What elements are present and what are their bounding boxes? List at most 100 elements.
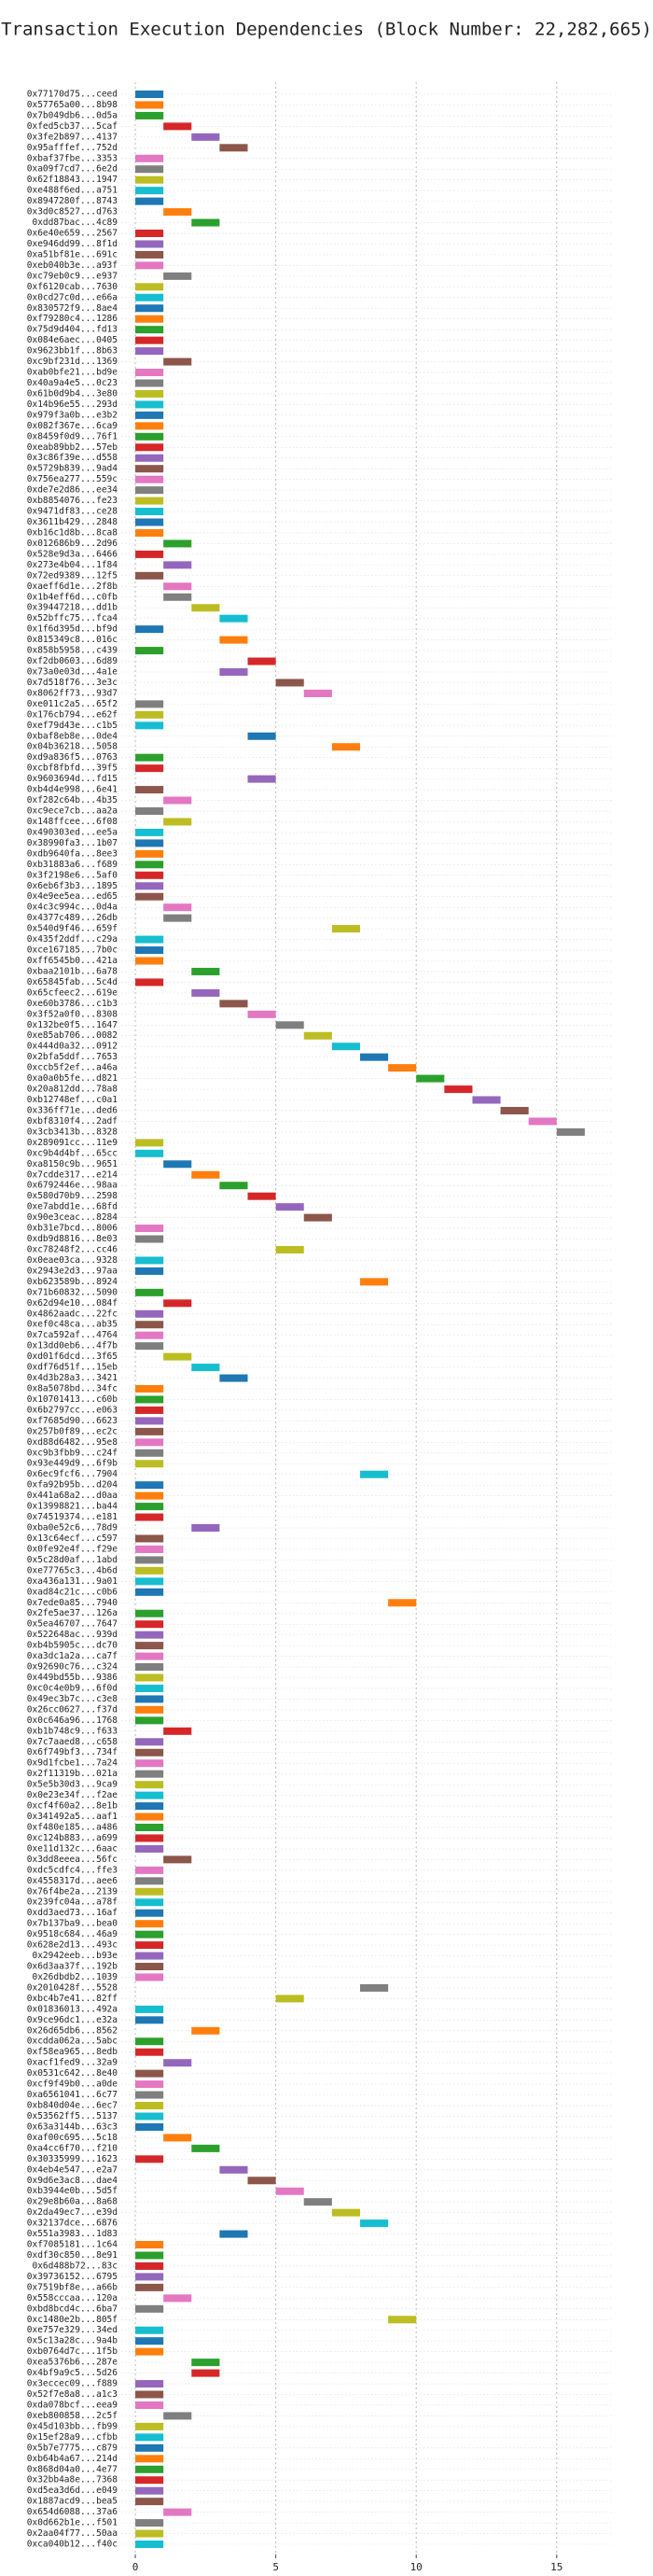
y-tick-label: 0xb64b4a67...214d [27,2454,118,2464]
bar [135,1695,164,1703]
y-tick-label: 0x9623bb1f...8b63 [27,346,118,357]
bar [135,111,164,119]
y-tick-label: 0x449bd55b...9386 [27,1673,118,1683]
y-tick-label: 0xcbf8fbfd...39f5 [27,763,118,774]
bar [135,839,164,847]
bar [500,1106,529,1114]
bar [135,1770,164,1778]
y-tick-label: 0x01836013...492a [27,2004,118,2014]
y-tick-label: 0xbaa2101b...6a78 [27,966,118,976]
y-tick-label: 0x8459f0d9...76f1 [27,431,118,441]
y-tick-label: 0x979f3a0b...e3b2 [27,410,118,420]
y-tick-label: 0x4bf9a9c5...5d26 [27,2368,118,2378]
bar [275,2187,304,2195]
x-tick-label: 15 [550,2561,563,2573]
y-tick-label: 0x176cb794...e62f [27,709,118,720]
bar [135,2541,164,2548]
y-tick-label: 0xd88d6482...95e8 [27,1437,118,1448]
bar [135,1823,164,1831]
bar [135,1952,164,1960]
y-tick-label: 0xa8150c9b...9651 [27,1159,118,1169]
y-tick-label: 0xc9b4d4bf...65cc [27,1148,118,1158]
y-tick-label: 0x73a0e03d...4a1e [27,666,118,677]
y-tick-label: 0xd9a836f5...0763 [27,752,118,763]
y-tick-label: 0xe7abdd1e...68fd [27,1202,118,1212]
bar [135,935,164,944]
y-tick-label: 0x04b36218...5058 [27,742,118,752]
y-tick-label: 0xa436a131...9a01 [27,1576,118,1587]
y-tick-label: 0xa09f7cd7...6e2d [27,164,118,175]
bar [135,293,164,301]
bar [191,2144,220,2152]
y-tick-label: 0x13998821...ba44 [27,1502,118,1512]
y-tick-label: 0xdb9640fa...8ee3 [27,848,118,859]
bar [135,101,164,109]
bar [163,593,192,601]
bar [135,2347,164,2356]
y-tick-label: 0x53562ff5...5137 [27,2111,118,2121]
bar [163,818,192,826]
y-tick-label: 0xb31883a6...f689 [27,860,118,870]
bar [135,1449,164,1457]
y-tick-label: 0x3f52a0f0...8308 [27,1009,118,1019]
y-tick-label: 0xf480e185...a486 [27,1822,118,1832]
y-tick-label: 0xc9bf231d...1369 [27,357,118,367]
bar [191,1364,220,1372]
bar [472,1096,501,1104]
y-tick-label: 0x0d662b1e...f501 [27,2518,118,2528]
y-tick-label: 0x14b96e55...293d [27,399,118,410]
y-tick-label: 0x7519bf8e...a66b [27,2282,118,2292]
y-tick-label: 0x6d488b72...83c [32,2261,118,2271]
y-tick-label: 0x52bffc75...fca4 [27,613,118,623]
y-tick-label: 0x0cd27c0d...e66a [27,292,118,302]
y-tick-label: 0xbf8310f4...2adf [27,1116,118,1127]
y-tick-label: 0xbaf8eb8e...0de4 [27,731,118,741]
bar [135,1738,164,1746]
bar [163,2059,192,2067]
y-tick-label: 0xba0e52c6...78d9 [27,1523,118,1533]
bar [135,647,164,655]
bar [191,967,220,975]
y-tick-label: 0x4e9ee5ea...ed65 [27,891,118,902]
bar [135,764,164,773]
bar [275,1203,304,1211]
bar [163,1160,192,1169]
bar [135,1577,164,1586]
y-tick-label: 0x7c7aaed8...c658 [27,1737,118,1747]
y-tick-label: 0xde7e2d86...ee34 [27,485,118,496]
bar [135,1813,164,1821]
bar [135,1716,164,1725]
y-tick-label: 0x5729b839...9ad4 [27,464,118,474]
y-tick-label: 0xda078bcf...eea9 [27,2400,118,2410]
y-tick-label: 0xccb5f2ef...a46a [27,1063,118,1073]
bar [331,1043,360,1051]
bar [359,1053,389,1061]
y-tick-label: 0xacf1fed9...32a9 [27,2058,118,2068]
bar [135,828,164,836]
y-tick-label: 0xa0a0b5fe...d821 [27,1073,118,1084]
y-tick-label: 0x7d518f76...3e3c [27,678,118,688]
y-tick-label: 0xb16c1d8b...8ca8 [27,527,118,538]
bar [135,1385,164,1393]
bar [135,250,164,259]
bar [135,1909,164,1917]
bar [135,861,164,869]
y-tick-label: 0x9ce96dc1...e32a [27,2015,118,2025]
bar [219,1000,248,1008]
y-tick-label: 0xe77765c3...4b6d [27,1565,118,1575]
bar [135,1481,164,1490]
bar [135,283,164,291]
bar [135,175,164,184]
bar [416,1074,445,1083]
y-tick-label: 0x1f6d395d...bf9d [27,624,118,635]
bar [135,1225,164,1233]
bar [135,849,164,858]
bar [135,91,164,98]
y-tick-label: 0xaeff6d1e...2f8b [27,581,118,592]
y-tick-label: 0x289091cc...11e9 [27,1138,118,1148]
y-tick-label: 0x6f749bf3...734f [27,1747,118,1757]
y-tick-label: 0xc124b883...a699 [27,1833,118,1843]
bar [135,1963,164,1971]
y-tick-label: 0xc79eb0c9...e937 [27,271,118,281]
